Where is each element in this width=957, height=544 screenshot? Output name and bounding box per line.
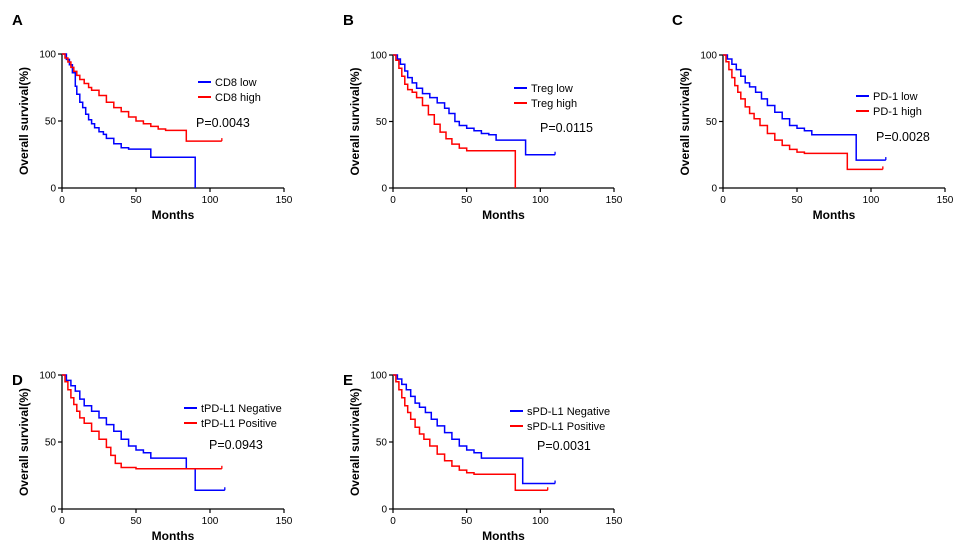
y-axis-title: Overall survival(%) <box>17 388 31 496</box>
panel-b: B 0 50 100 150 0 50 100 Months Overall survival(%… <box>343 12 623 222</box>
legend-label: sPD-L1 Positive <box>527 421 605 433</box>
y-tick-label: 0 <box>50 184 56 195</box>
x-tick-label: 100 <box>202 516 219 527</box>
y-tick-label: 0 <box>711 184 717 195</box>
p-value: P=0.0943 <box>209 438 263 452</box>
x-axis-title: Months <box>482 208 525 222</box>
series-line-tpd-l1-positive <box>62 374 222 470</box>
x-tick-label: 0 <box>59 516 65 527</box>
x-axis-title: Months <box>152 529 195 543</box>
y-tick-label: 50 <box>376 438 388 449</box>
legend-label: PD-1 low <box>873 91 918 103</box>
y-tick-label: 50 <box>45 438 57 449</box>
x-tick-label: 150 <box>606 516 623 527</box>
series-line-cd8-high <box>62 53 222 142</box>
p-value: P=0.0028 <box>876 130 930 144</box>
x-axis-title: Months <box>813 208 856 222</box>
x-tick-label: 150 <box>937 195 954 206</box>
x-tick-label: 0 <box>720 195 726 206</box>
y-axis-title: Overall survival(%) <box>678 67 692 175</box>
legend-label: CD8 low <box>215 77 257 89</box>
x-tick-label: 100 <box>532 195 549 206</box>
legend-label: Treg low <box>531 83 573 95</box>
series-line-spd-l1-negative <box>393 374 556 485</box>
x-axis-title: Months <box>152 208 195 222</box>
y-tick-label: 50 <box>45 117 57 128</box>
x-tick-label: 100 <box>532 516 549 527</box>
x-tick-label: 0 <box>59 195 65 206</box>
panel-letter: C <box>672 12 683 29</box>
y-axis-title: Overall survival(%) <box>17 67 31 175</box>
panel-d: D 0 50 100 150 0 50 100 Months Overall survival(%… <box>12 371 293 544</box>
x-tick-label: 50 <box>461 195 473 206</box>
x-tick-label: 150 <box>276 516 293 527</box>
y-axis-title: Overall survival(%) <box>348 388 362 496</box>
p-value: P=0.0043 <box>196 116 250 130</box>
legend-label: tPD-L1 Positive <box>201 418 277 430</box>
x-tick-label: 100 <box>863 195 880 206</box>
p-value: P=0.0031 <box>537 439 591 453</box>
x-tick-label: 50 <box>130 195 142 206</box>
x-tick-label: 50 <box>791 195 803 206</box>
series-line-tpd-l1-negative <box>62 374 225 491</box>
panel-c: C 0 50 100 150 0 50 100 Months Overall survival(%… <box>672 12 954 222</box>
p-value: P=0.0115 <box>540 121 593 135</box>
y-axis-title: Overall survival(%) <box>348 67 362 175</box>
panel-letter: D <box>12 372 23 389</box>
x-axis-title: Months <box>482 529 525 543</box>
x-tick-label: 0 <box>390 516 396 527</box>
y-tick-label: 100 <box>39 371 56 382</box>
series-line-treg-low <box>393 54 556 156</box>
x-tick-label: 150 <box>276 195 293 206</box>
series-line-pd-1-low <box>723 54 886 161</box>
panel-e: E 0 50 100 150 0 50 100 Months Overall survival(%… <box>343 371 623 544</box>
y-tick-label: 0 <box>381 505 387 516</box>
panel-letter: B <box>343 12 354 29</box>
x-tick-label: 100 <box>202 195 219 206</box>
y-tick-label: 0 <box>381 184 387 195</box>
y-tick-label: 100 <box>39 50 56 61</box>
x-tick-label: 0 <box>390 195 396 206</box>
legend-label: Treg high <box>531 98 577 110</box>
legend-label: CD8 high <box>215 92 261 104</box>
series-line-cd8-low <box>62 53 196 188</box>
legend-label: sPD-L1 Negative <box>527 406 610 418</box>
panel-letter: E <box>343 372 353 389</box>
legend-label: tPD-L1 Negative <box>201 403 282 415</box>
y-tick-label: 50 <box>706 117 718 128</box>
series-line-spd-l1-positive <box>393 374 548 491</box>
series-line-pd-1-high <box>723 54 883 171</box>
y-tick-label: 100 <box>700 51 717 62</box>
y-tick-label: 100 <box>370 51 387 62</box>
legend-label: PD-1 high <box>873 106 922 118</box>
y-tick-label: 50 <box>376 117 388 128</box>
x-tick-label: 150 <box>606 195 623 206</box>
panel-a: A 0 50 100 150 0 50 100 Months Overall survival(%… <box>12 12 293 222</box>
x-tick-label: 50 <box>461 516 473 527</box>
y-tick-label: 0 <box>50 505 56 516</box>
panel-letter: A <box>12 12 23 29</box>
y-tick-label: 100 <box>370 371 387 382</box>
series-line-treg-high <box>393 54 517 188</box>
x-tick-label: 50 <box>130 516 142 527</box>
